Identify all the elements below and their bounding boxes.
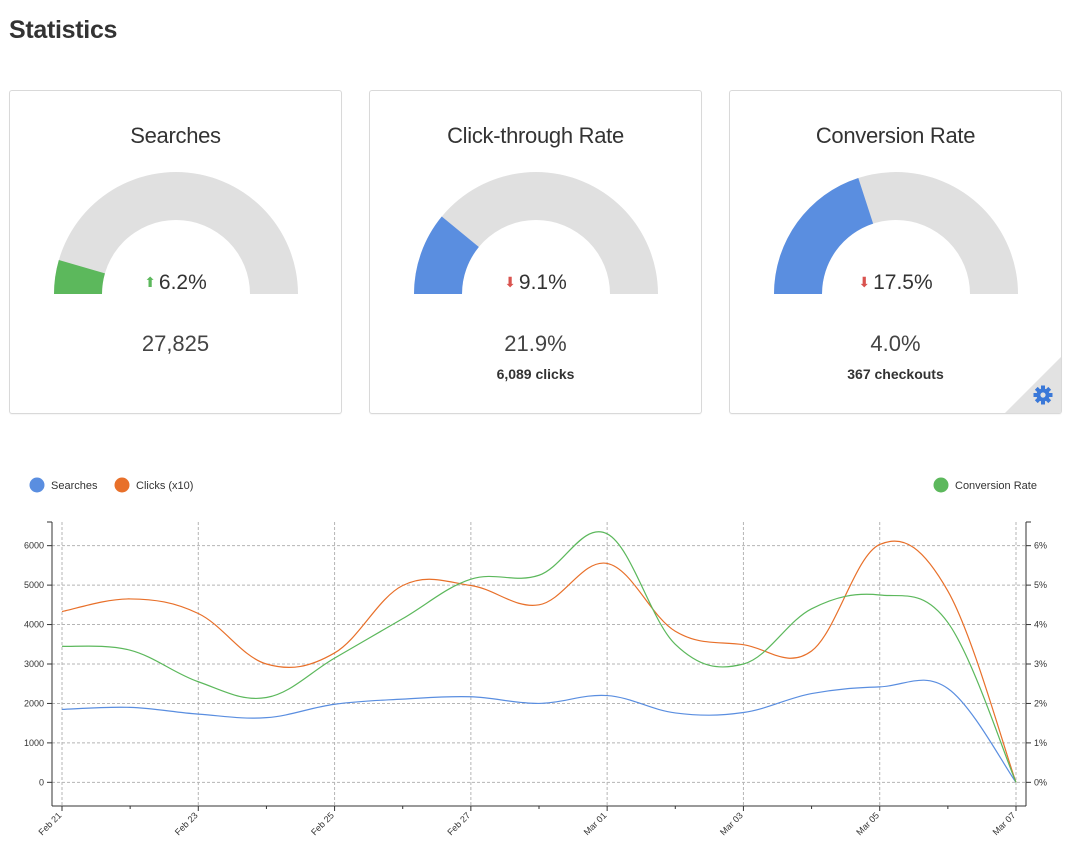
y-tick-label-left: 5000 bbox=[24, 580, 44, 590]
y-tick-label-right: 0% bbox=[1034, 777, 1047, 787]
legend-swatch bbox=[29, 477, 45, 493]
gauge-fill bbox=[414, 216, 479, 294]
x-tick-label: Feb 27 bbox=[445, 810, 472, 837]
click-through-gauge bbox=[414, 172, 658, 294]
searches-change: ⬆ 6.2% bbox=[10, 271, 341, 295]
line-chart: 0 1000 2000 3000 4000 5000 6000 0% 1% 2% 3% 4% 5% 6% F… bbox=[24, 477, 1047, 837]
card-title: Click-through Rate bbox=[447, 123, 624, 148]
conversion-rate-card: Conversion Rate ⬇ 17.5% 4.0% 367 checkout… bbox=[729, 90, 1062, 414]
y-tick-label-left: 1000 bbox=[24, 738, 44, 748]
x-tick-label: Feb 25 bbox=[309, 810, 336, 837]
y-tick-label-right: 2% bbox=[1034, 698, 1047, 708]
clicks-count: 6,089 clicks bbox=[496, 366, 575, 382]
gauge-track bbox=[414, 172, 658, 294]
card-title: Searches bbox=[130, 123, 221, 148]
legend-swatch bbox=[933, 477, 949, 493]
change-value: 9.1% bbox=[518, 271, 567, 294]
x-tick-label: Feb 21 bbox=[37, 810, 64, 837]
y-tick-label-left: 6000 bbox=[24, 541, 44, 551]
click-through-change: ⬇ 9.1% bbox=[370, 271, 701, 295]
legend-swatch bbox=[114, 477, 130, 493]
y-tick-label-right: 1% bbox=[1034, 738, 1047, 748]
change-value: 6.2% bbox=[158, 271, 207, 294]
x-tick-label: Feb 23 bbox=[173, 810, 200, 837]
gauge-fill bbox=[774, 177, 874, 294]
conversion-gauge bbox=[774, 172, 1018, 294]
gauge-track bbox=[54, 172, 298, 294]
conversion-change: ⬇ 17.5% bbox=[730, 271, 1061, 295]
legend-label: Clicks (x10) bbox=[136, 480, 193, 492]
card-title: Conversion Rate bbox=[815, 123, 976, 148]
y-tick-label-right: 5% bbox=[1034, 580, 1047, 590]
series-line-searches bbox=[61, 679, 1017, 783]
gauge-fill bbox=[54, 259, 105, 294]
gear-icon[interactable] bbox=[1033, 385, 1053, 405]
y-tick-label-right: 3% bbox=[1034, 659, 1047, 669]
y-tick-label-right: 6% bbox=[1034, 541, 1047, 551]
click-through-rate-card: Click-through Rate ⬇ 9.1% 21.9% 6,089 cli… bbox=[369, 90, 702, 414]
legend-label: Conversion Rate bbox=[955, 480, 1037, 492]
y-tick-label-left: 2000 bbox=[24, 698, 44, 708]
searches-card: Searches ⬆ 6.2% 27,825 bbox=[9, 90, 342, 414]
x-tick-label: Mar 07 bbox=[991, 810, 1018, 837]
searches-value: 27,825 bbox=[141, 331, 210, 356]
x-tick-label: Mar 01 bbox=[582, 810, 609, 837]
conversion-value: 4.0% bbox=[870, 331, 921, 356]
y-tick-label-left: 0 bbox=[39, 777, 44, 787]
searches-gauge bbox=[54, 172, 298, 294]
arrow-down-icon: ⬇ bbox=[858, 274, 871, 290]
settings-corner[interactable] bbox=[1005, 357, 1061, 413]
arrow-up-icon: ⬆ bbox=[144, 274, 156, 290]
y-tick-label-left: 3000 bbox=[24, 659, 44, 669]
arrow-down-icon: ⬇ bbox=[504, 274, 516, 290]
series-line-clicks-x10 bbox=[61, 540, 1017, 783]
x-tick-label: Mar 03 bbox=[718, 810, 745, 837]
click-through-value: 21.9% bbox=[504, 331, 567, 356]
page-title: Statistics bbox=[9, 16, 118, 44]
x-tick-label: Mar 05 bbox=[854, 810, 881, 837]
y-tick-label-left: 4000 bbox=[24, 620, 44, 630]
series-line-conversion-rate bbox=[61, 531, 1017, 783]
legend-label: Searches bbox=[51, 480, 98, 492]
checkouts-count: 367 checkouts bbox=[847, 366, 944, 382]
change-value: 17.5% bbox=[873, 271, 933, 294]
y-tick-label-right: 4% bbox=[1034, 620, 1047, 630]
